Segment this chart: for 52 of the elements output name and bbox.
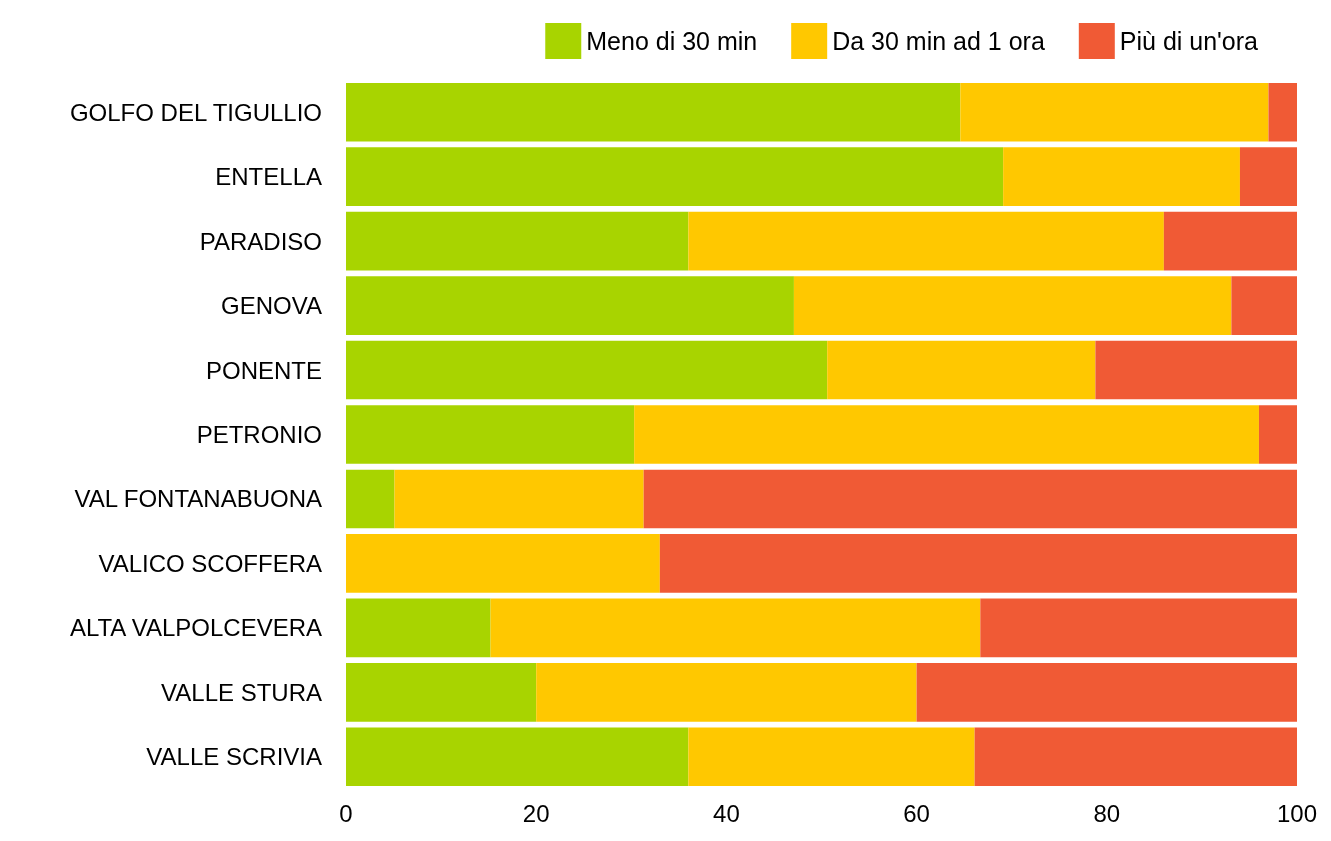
bar [1268, 82, 1297, 142]
bar [980, 598, 1297, 658]
x-tick-label: 60 [903, 799, 930, 827]
y-tick-label: GENOVA [221, 292, 322, 320]
bar [688, 727, 975, 787]
y-tick-label: ALTA VALPOLCEVERA [69, 614, 322, 642]
y-tick-label: PARADISO [199, 227, 322, 255]
bar [346, 340, 828, 400]
bar [346, 534, 660, 593]
x-tick-label: 0 [339, 799, 353, 827]
bar [1163, 211, 1297, 271]
y-tick-label: GOLFO DEL TIGULLIO [69, 98, 322, 126]
x-tick-label: 20 [522, 799, 550, 827]
bar [827, 340, 1096, 400]
legend-label: Da 30 min ad 1 ora [832, 27, 1045, 55]
bar [916, 662, 1297, 722]
bar [793, 276, 1232, 335]
bar [960, 82, 1269, 142]
bar [490, 598, 981, 658]
bar [346, 727, 689, 787]
legend-label: Meno di 30 min [586, 27, 758, 55]
y-tick-label: PONENTE [205, 356, 322, 384]
bar [974, 727, 1297, 787]
bar [1231, 276, 1297, 335]
bar [394, 469, 644, 529]
y-tick-label: VALLE SCRIVIA [146, 743, 322, 771]
bar [346, 147, 1004, 207]
bar [346, 276, 794, 335]
bar [346, 598, 491, 658]
bar [634, 405, 1259, 464]
bar [1095, 340, 1297, 400]
bar [346, 211, 689, 271]
x-tick-label: 40 [713, 799, 740, 827]
bar [1258, 405, 1297, 464]
y-tick-label: VALLE STURA [161, 678, 322, 706]
y-tick-label: ENTELLA [215, 163, 322, 191]
bar [1003, 147, 1240, 207]
y-tick-label: VAL FONTANABUONA [74, 485, 322, 513]
bar [1239, 147, 1297, 207]
y-tick-label: VALICO SCOFFERA [98, 549, 322, 577]
bar [346, 469, 395, 529]
bar [688, 211, 1164, 271]
x-tick-label: 100 [1276, 799, 1318, 827]
bar [346, 662, 537, 722]
bar [346, 82, 961, 142]
bar [346, 405, 635, 464]
y-tick-label: PETRONIO [196, 421, 322, 448]
bar [643, 469, 1297, 529]
bar [536, 662, 917, 722]
x-tick-label: 80 [1093, 799, 1121, 827]
legend-label: Più di un'ora [1119, 27, 1259, 55]
bar [659, 534, 1297, 593]
